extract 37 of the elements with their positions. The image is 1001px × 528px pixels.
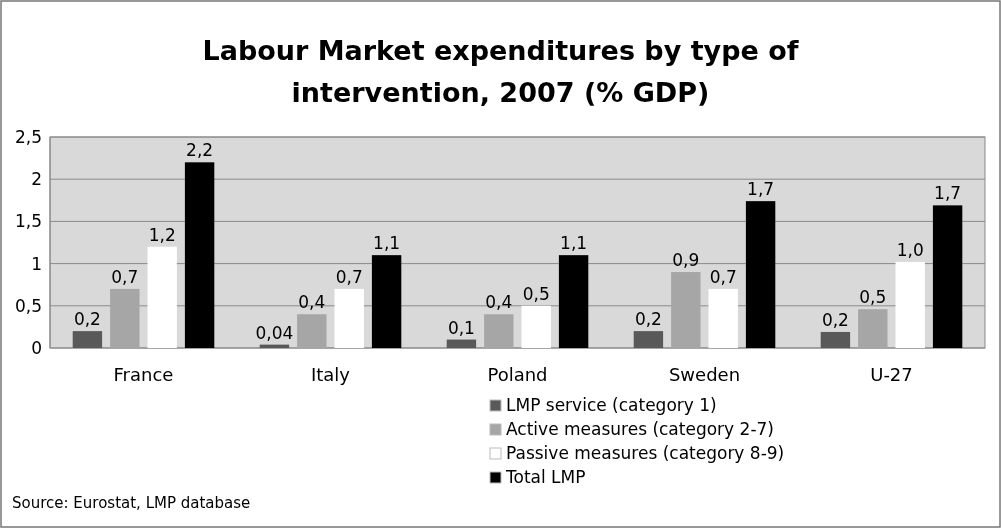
data-label: 0,5	[522, 283, 550, 304]
y-tick-label: 0,5	[14, 295, 42, 316]
data-label: 0,4	[485, 292, 513, 313]
data-label: 1,7	[747, 179, 775, 200]
x-tick-label: Italy	[310, 364, 351, 385]
data-label: 0,2	[73, 309, 101, 330]
y-tick-label: 0	[31, 338, 42, 358]
data-label: 1,0	[896, 239, 924, 260]
data-label: 0,7	[335, 266, 363, 287]
data-label: 0,7	[111, 266, 139, 287]
data-label: 0,5	[859, 287, 887, 308]
data-label: 0,04	[255, 322, 294, 343]
data-label: 1,1	[560, 233, 588, 254]
data-label: 1,7	[934, 183, 962, 204]
data-label: 1,2	[148, 224, 176, 245]
data-label: 1,1	[373, 233, 401, 254]
legend-label: Total LMP	[505, 467, 586, 487]
source-note: Source: Eurostat, LMP database	[12, 494, 251, 512]
y-tick-label: 2,5	[14, 127, 42, 147]
data-label: 0,7	[709, 266, 737, 287]
x-tick-label: France	[113, 364, 174, 385]
data-label: 0,9	[672, 250, 700, 271]
x-tick-label: Sweden	[668, 364, 741, 385]
data-label: 0,2	[821, 309, 849, 330]
data-label: 0,2	[634, 309, 662, 330]
data-label: 0,4	[298, 292, 326, 313]
y-tick-label: 1	[31, 253, 42, 274]
x-tick-label: Poland	[487, 364, 548, 385]
legend-label: Passive measures (category 8-9)	[506, 443, 785, 463]
legend-label: Active measures (category 2-7)	[506, 419, 774, 439]
data-label: 0,1	[447, 317, 475, 338]
x-tick-label: U-27	[870, 364, 913, 385]
y-tick-label: 2	[31, 169, 42, 190]
legend-label: LMP service (category 1)	[506, 395, 717, 415]
data-label: 2,2	[186, 140, 214, 161]
y-tick-label: 1,5	[14, 211, 42, 232]
chart-title: Labour Market expenditures by type of intervention, 2007 (% GDP)	[202, 35, 799, 108]
